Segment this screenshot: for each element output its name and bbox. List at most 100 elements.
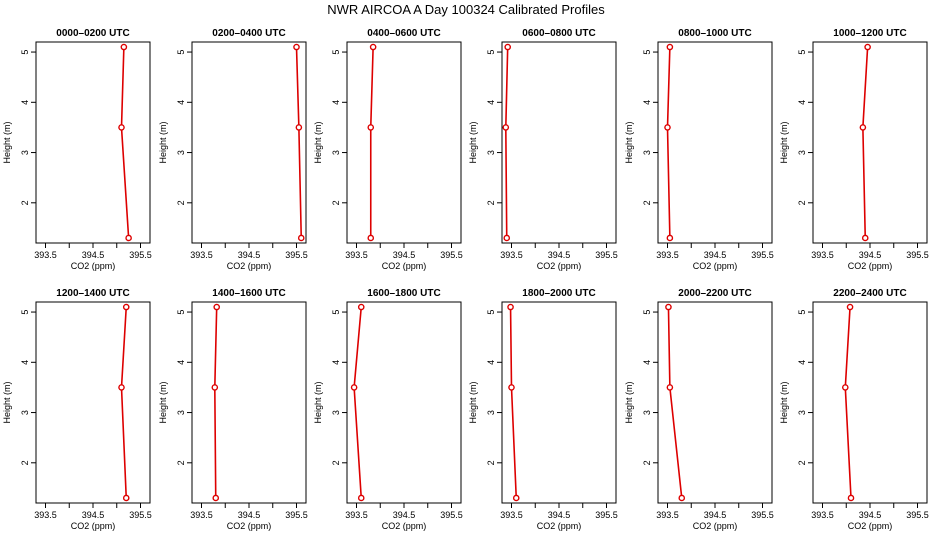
data-point: [125, 234, 132, 242]
profile-line: [504, 47, 509, 238]
y-tick-label: 4: [642, 360, 652, 365]
plot-frame: [346, 41, 462, 244]
y-tick-label: 2: [176, 460, 186, 465]
y-tick-label: 5: [797, 50, 807, 55]
x-tick-label: 393.5: [190, 250, 213, 260]
plot-frame: [346, 301, 462, 504]
x-tick-label: 394.5: [548, 510, 571, 520]
x-tick-label: 395.5: [595, 510, 618, 520]
x-tick-label: 395.5: [751, 250, 774, 260]
y-tick-label: 3: [331, 150, 341, 155]
plot-frame: [191, 301, 307, 504]
x-tick-label: 394.5: [82, 250, 105, 260]
y-tick-label: 4: [642, 100, 652, 105]
profile-line: [862, 46, 869, 238]
x-axis-label: CO2 (ppm): [537, 261, 582, 271]
y-tick-label: 5: [486, 50, 496, 55]
y-tick-label: 2: [176, 200, 186, 205]
panel: 1200–1400 UTC 393.5 394.5 395.5 2 3 4 5 CO2 (ppm…: [2, 288, 152, 531]
y-axis-label: Height (m): [468, 121, 478, 163]
y-tick-label: 2: [331, 200, 341, 205]
plot-frame: [657, 41, 773, 244]
y-tick-label: 2: [20, 460, 30, 465]
y-tick-label: 5: [642, 310, 652, 315]
x-tick-label: 393.5: [500, 250, 523, 260]
y-axis-label: Height (m): [624, 381, 634, 423]
y-tick-label: 3: [176, 150, 186, 155]
x-tick-label: 395.5: [906, 510, 929, 520]
x-tick-label: 394.5: [82, 510, 105, 520]
plot-frame: [35, 41, 151, 244]
plot-frame: [812, 41, 928, 244]
y-tick-label: 4: [797, 100, 807, 105]
data-point: [666, 43, 674, 51]
data-point: [212, 494, 220, 502]
x-tick-label: 393.5: [811, 250, 834, 260]
y-tick-label: 3: [642, 150, 652, 155]
y-tick-label: 2: [642, 200, 652, 205]
x-tick-label: 395.5: [440, 250, 463, 260]
y-tick-label: 2: [486, 460, 496, 465]
y-tick-label: 3: [642, 410, 652, 415]
y-tick-label: 3: [486, 410, 496, 415]
profile-line: [509, 307, 518, 499]
y-tick-label: 5: [486, 310, 496, 315]
data-point: [297, 234, 305, 242]
data-point: [120, 43, 128, 51]
panel-title: 1200–1400 UTC: [56, 288, 129, 299]
data-point: [864, 43, 871, 51]
data-point: [508, 384, 515, 391]
x-tick-label: 393.5: [345, 250, 368, 260]
x-tick-label: 395.5: [285, 250, 308, 260]
data-point: [295, 124, 303, 131]
data-point: [211, 384, 219, 391]
y-tick-label: 4: [331, 360, 341, 365]
panel: 0400–0600 UTC 393.5 394.5 395.5 2 3 4 5 CO2 (ppm…: [313, 28, 463, 271]
profile-line: [295, 47, 303, 238]
panel: 0800–1000 UTC 393.5 394.5 395.5 2 3 4 5 CO2 (ppm…: [624, 28, 774, 271]
y-axis-label: Height (m): [313, 121, 323, 163]
data-point: [122, 494, 130, 502]
x-axis-label: CO2 (ppm): [693, 261, 738, 271]
data-point: [861, 234, 869, 242]
y-tick-label: 5: [331, 310, 341, 315]
x-axis-label: CO2 (ppm): [848, 521, 893, 531]
data-point: [859, 124, 867, 131]
y-tick-label: 5: [331, 50, 341, 55]
panel-title: 1600–1800 UTC: [367, 288, 440, 299]
x-tick-label: 393.5: [190, 510, 213, 520]
x-tick-label: 393.5: [656, 250, 679, 260]
y-axis-label: Height (m): [158, 381, 168, 423]
y-axis-label: Height (m): [313, 381, 323, 423]
y-tick-label: 2: [797, 200, 807, 205]
y-tick-label: 4: [20, 100, 30, 105]
x-tick-label: 394.5: [238, 250, 261, 260]
panel: 1000–1200 UTC 393.5 394.5 395.5 2 3 4 5 CO2 (ppm…: [779, 28, 929, 271]
x-tick-label: 394.5: [393, 250, 416, 260]
panel: 2200–2400 UTC 393.5 394.5 395.5 2 3 4 5 CO2 (ppm…: [779, 288, 929, 531]
data-point: [666, 234, 674, 242]
x-tick-label: 395.5: [906, 250, 929, 260]
x-axis-label: CO2 (ppm): [382, 261, 427, 271]
x-tick-label: 394.5: [859, 510, 882, 520]
y-axis-label: Height (m): [779, 121, 789, 163]
panel: 1600–1800 UTC 393.5 394.5 395.5 2 3 4 5 CO2 (ppm…: [313, 288, 463, 531]
y-tick-label: 2: [331, 460, 341, 465]
y-tick-label: 5: [797, 310, 807, 315]
panel-title: 0400–0600 UTC: [367, 28, 440, 39]
y-tick-label: 5: [176, 50, 186, 55]
x-tick-label: 393.5: [811, 510, 834, 520]
panel-title: 2200–2400 UTC: [833, 288, 906, 299]
x-tick-label: 393.5: [345, 510, 368, 520]
panel: 1800–2000 UTC 393.5 394.5 395.5 2 3 4 5 CO2 (ppm…: [468, 288, 618, 531]
y-tick-label: 5: [20, 310, 30, 315]
x-axis-label: CO2 (ppm): [848, 261, 893, 271]
data-point: [847, 494, 855, 502]
y-tick-label: 3: [176, 410, 186, 415]
y-tick-label: 2: [642, 460, 652, 465]
y-axis-label: Height (m): [2, 121, 12, 163]
y-tick-label: 3: [797, 150, 807, 155]
x-tick-label: 393.5: [34, 250, 57, 260]
y-tick-label: 5: [20, 50, 30, 55]
